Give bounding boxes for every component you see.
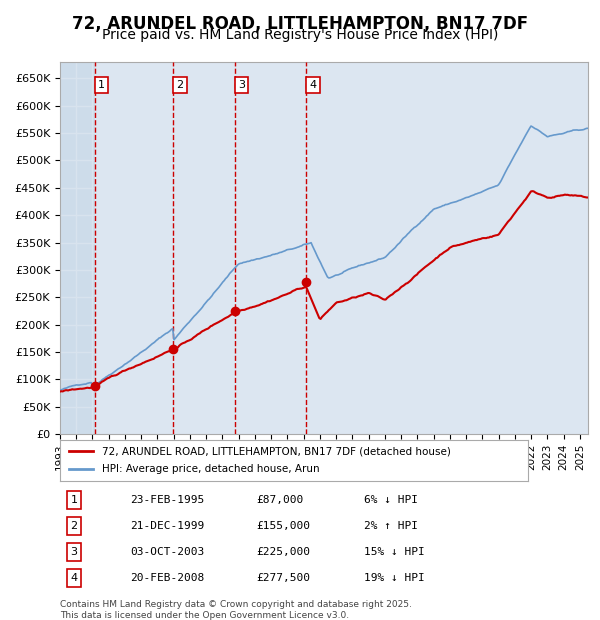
Text: 4: 4 — [309, 80, 316, 90]
Text: 03-OCT-2003: 03-OCT-2003 — [130, 547, 205, 557]
Text: 19% ↓ HPI: 19% ↓ HPI — [364, 573, 425, 583]
Bar — [95, 62, 173, 434]
Text: 2: 2 — [70, 521, 77, 531]
Text: Price paid vs. HM Land Registry's House Price Index (HPI): Price paid vs. HM Land Registry's House … — [102, 28, 498, 42]
Text: HPI: Average price, detached house, Arun: HPI: Average price, detached house, Arun — [102, 464, 320, 474]
Text: 72, ARUNDEL ROAD, LITTLEHAMPTON, BN17 7DF: 72, ARUNDEL ROAD, LITTLEHAMPTON, BN17 7D… — [72, 16, 528, 33]
Text: 1: 1 — [98, 80, 105, 90]
Text: 3: 3 — [238, 80, 245, 90]
Text: £87,000: £87,000 — [257, 495, 304, 505]
Text: 23-FEB-1995: 23-FEB-1995 — [130, 495, 205, 505]
Text: 4: 4 — [70, 573, 77, 583]
Text: 20-FEB-2008: 20-FEB-2008 — [130, 573, 205, 583]
Text: 3: 3 — [71, 547, 77, 557]
Text: 15% ↓ HPI: 15% ↓ HPI — [364, 547, 425, 557]
Text: £277,500: £277,500 — [257, 573, 311, 583]
Bar — [173, 62, 235, 434]
Bar — [60, 62, 95, 434]
Text: 72, ARUNDEL ROAD, LITTLEHAMPTON, BN17 7DF (detached house): 72, ARUNDEL ROAD, LITTLEHAMPTON, BN17 7D… — [102, 446, 451, 456]
Bar — [306, 62, 588, 434]
Text: 21-DEC-1999: 21-DEC-1999 — [130, 521, 205, 531]
Text: 6% ↓ HPI: 6% ↓ HPI — [364, 495, 418, 505]
Text: 1: 1 — [71, 495, 77, 505]
Text: £225,000: £225,000 — [257, 547, 311, 557]
Text: 2: 2 — [176, 80, 184, 90]
Text: Contains HM Land Registry data © Crown copyright and database right 2025.
This d: Contains HM Land Registry data © Crown c… — [60, 600, 412, 619]
Text: £155,000: £155,000 — [257, 521, 311, 531]
Text: 2% ↑ HPI: 2% ↑ HPI — [364, 521, 418, 531]
Bar — [235, 62, 306, 434]
